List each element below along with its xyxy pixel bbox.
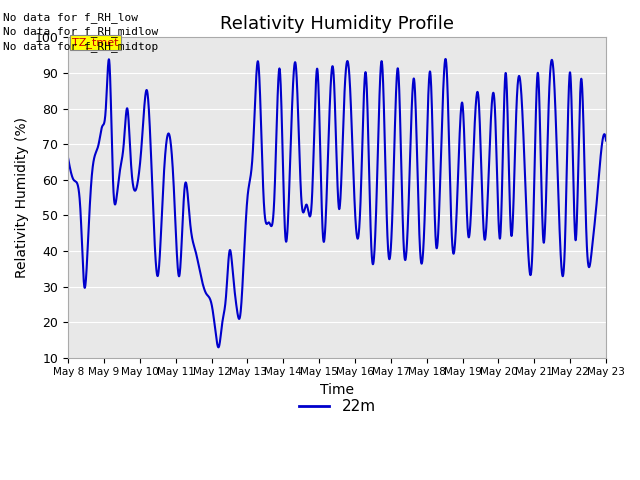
Y-axis label: Relativity Humidity (%): Relativity Humidity (%) <box>15 117 29 278</box>
Title: Relativity Humidity Profile: Relativity Humidity Profile <box>220 15 454 33</box>
Text: No data for f_RH_midtop: No data for f_RH_midtop <box>3 41 159 52</box>
X-axis label: Time: Time <box>320 383 354 397</box>
Text: No data for f_RH_midlow: No data for f_RH_midlow <box>3 26 159 37</box>
Text: TZ_tmet: TZ_tmet <box>72 37 119 48</box>
Text: No data for f_RH_low: No data for f_RH_low <box>3 12 138 23</box>
Legend: 22m: 22m <box>292 393 381 420</box>
